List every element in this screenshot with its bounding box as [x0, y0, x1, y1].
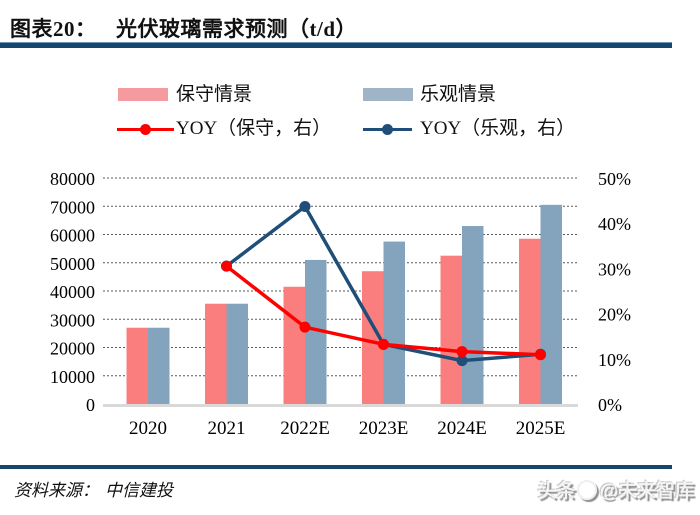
watermark: 头条 @未来智库: [537, 476, 694, 503]
bar-conservative-2025E: [519, 238, 541, 404]
left-axis-tick-label: 30000: [50, 310, 95, 330]
bar-conservative-2023E: [362, 271, 384, 404]
left-axis-tick-label: 50000: [50, 254, 95, 274]
left-axis-tick-label: 40000: [50, 282, 95, 302]
bar-optimistic-2025E: [540, 204, 562, 404]
legend-line-yoy-conservative: [117, 124, 174, 135]
yoy-point: [456, 346, 468, 358]
x-axis-category-label: 2025E: [516, 418, 566, 439]
bar-optimistic-2022E: [305, 259, 327, 404]
right-axis-tick-label: 30%: [598, 259, 631, 279]
left-axis-tick-label: 70000: [50, 197, 95, 217]
source-label: 资料来源：: [14, 481, 99, 500]
chart-title: 光伏玻璃需求预测（t/d）: [116, 17, 358, 41]
source-value: 中信建投: [105, 481, 173, 500]
right-axis-tick-label: 10%: [598, 350, 631, 370]
figure-number-label: 图表20：: [10, 17, 97, 41]
source-note: 资料来源： 中信建投: [14, 476, 179, 501]
legend-line-yoy-optimistic: [363, 124, 412, 135]
legend-label-yoy-optimistic: YOY（乐观，右）: [420, 118, 576, 139]
legend-label-conservative: 保守情景: [176, 84, 253, 105]
x-axis-category-label: 2020: [129, 418, 167, 439]
bar-conservative-2022E: [283, 286, 305, 404]
x-axis-line: [103, 404, 578, 407]
yoy-point: [378, 338, 389, 350]
x-axis-category-label: 2021: [208, 418, 246, 439]
legend-marker-dot-red: [140, 124, 151, 135]
bar-conservative-2020: [126, 327, 148, 404]
watermark-text-left: 头条: [537, 481, 576, 502]
bar-optimistic-2024E: [462, 226, 484, 404]
legend-swatch-conservative: [118, 88, 168, 101]
right-axis-tick-label: 0%: [598, 395, 622, 415]
right-axis-tick-label: 20%: [598, 305, 631, 325]
yoy-point: [299, 200, 311, 212]
x-axis-category-label: 2024E: [437, 418, 487, 439]
yoy-point: [299, 321, 311, 333]
bar-optimistic-2021: [226, 303, 248, 404]
title-divider-rule: [0, 42, 672, 48]
bar-optimistic-2023E: [383, 241, 405, 404]
bar-conservative-2021: [205, 303, 227, 404]
legend-marker-dot-blue: [382, 124, 393, 135]
bar-optimistic-2020: [148, 327, 170, 404]
footer-divider-rule: [0, 465, 672, 469]
chart-canvas: 0 10000 20000 30000 40000 50000 60000 70000 8000…: [50, 169, 631, 439]
legend-swatch-optimistic: [363, 88, 413, 101]
yoy-point: [456, 355, 468, 367]
watermark-logo-icon: [577, 479, 598, 500]
left-axis-tick-label: 60000: [50, 226, 95, 246]
left-axis-tick-label: 80000: [50, 169, 95, 189]
right-axis-tick-label: 40%: [598, 214, 631, 234]
legend-label-yoy-conservative: YOY（保守，右）: [176, 118, 332, 139]
bar-conservative-2024E: [440, 255, 462, 404]
x-axis-category-label: 2022E: [280, 418, 330, 439]
left-axis-tick-label: 10000: [50, 367, 95, 387]
x-axis-category-label: 2023E: [359, 418, 409, 439]
left-axis-tick-label: 20000: [50, 339, 95, 359]
left-axis-tick-label: 0: [86, 395, 95, 415]
yoy-point: [535, 349, 546, 361]
right-axis-tick-label: 50%: [598, 169, 631, 189]
watermark-text-right: @未来智库: [599, 481, 694, 502]
legend-label-optimistic: 乐观情景: [420, 84, 497, 105]
yoy-point: [221, 260, 232, 272]
